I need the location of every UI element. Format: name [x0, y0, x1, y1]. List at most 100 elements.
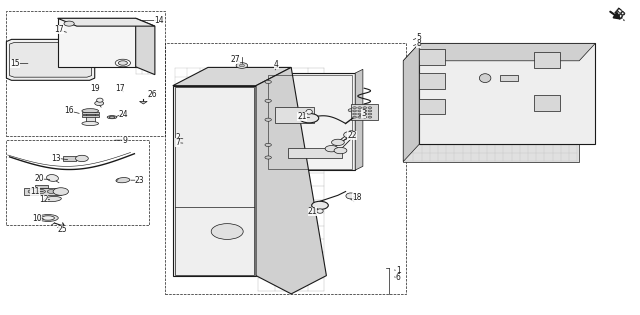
Polygon shape	[500, 75, 518, 81]
Circle shape	[363, 113, 367, 115]
Circle shape	[265, 99, 271, 102]
Polygon shape	[288, 148, 342, 158]
Text: 6: 6	[396, 273, 401, 282]
Polygon shape	[403, 43, 595, 61]
Polygon shape	[419, 73, 445, 89]
Circle shape	[368, 110, 372, 112]
Ellipse shape	[108, 116, 116, 119]
Text: 3: 3	[361, 109, 366, 118]
Circle shape	[47, 190, 55, 193]
Circle shape	[363, 107, 367, 109]
Polygon shape	[173, 67, 291, 86]
Text: 15: 15	[10, 59, 20, 68]
Polygon shape	[534, 95, 560, 111]
Polygon shape	[6, 39, 95, 80]
Ellipse shape	[44, 197, 61, 202]
Text: 2: 2	[175, 134, 180, 142]
Text: 26: 26	[147, 90, 157, 99]
Text: 20: 20	[35, 175, 45, 183]
Text: 13: 13	[51, 154, 61, 163]
Ellipse shape	[38, 215, 58, 221]
Circle shape	[334, 147, 347, 154]
Text: 7: 7	[175, 138, 180, 147]
Text: 18: 18	[353, 193, 362, 202]
Polygon shape	[403, 43, 419, 162]
Circle shape	[368, 107, 372, 109]
Ellipse shape	[116, 178, 130, 183]
Circle shape	[332, 139, 344, 146]
Circle shape	[353, 107, 356, 109]
Circle shape	[28, 190, 36, 193]
Text: 8: 8	[416, 39, 421, 48]
Circle shape	[312, 201, 328, 209]
Polygon shape	[82, 112, 99, 114]
Polygon shape	[275, 107, 314, 123]
Polygon shape	[86, 111, 95, 123]
Polygon shape	[403, 61, 579, 162]
Text: 4: 4	[274, 60, 279, 69]
Circle shape	[358, 113, 362, 115]
Circle shape	[358, 107, 362, 109]
Circle shape	[325, 146, 338, 152]
Circle shape	[348, 109, 355, 112]
Ellipse shape	[346, 193, 356, 199]
Polygon shape	[419, 43, 595, 144]
Text: FR.: FR.	[611, 7, 629, 24]
Polygon shape	[419, 99, 445, 114]
Polygon shape	[264, 73, 355, 170]
Circle shape	[363, 116, 367, 118]
Circle shape	[363, 110, 367, 112]
Polygon shape	[534, 52, 560, 68]
Text: 19: 19	[90, 84, 100, 93]
Circle shape	[353, 110, 356, 112]
Polygon shape	[35, 185, 48, 188]
Text: 11: 11	[31, 187, 40, 196]
Circle shape	[358, 116, 362, 118]
Polygon shape	[173, 86, 256, 276]
Text: 14: 14	[154, 16, 164, 25]
Ellipse shape	[42, 216, 54, 220]
Ellipse shape	[109, 116, 115, 118]
Circle shape	[300, 113, 319, 123]
Polygon shape	[82, 115, 99, 117]
Ellipse shape	[479, 74, 491, 83]
Polygon shape	[256, 67, 326, 294]
Ellipse shape	[97, 98, 103, 102]
Text: 22: 22	[348, 131, 356, 140]
Circle shape	[265, 156, 271, 159]
Polygon shape	[63, 156, 76, 161]
Circle shape	[239, 64, 244, 67]
Circle shape	[64, 21, 74, 26]
Polygon shape	[419, 49, 445, 65]
Circle shape	[211, 224, 243, 239]
Circle shape	[76, 155, 88, 162]
Polygon shape	[136, 18, 155, 75]
Text: 16: 16	[64, 106, 74, 115]
Text: 10: 10	[32, 215, 42, 223]
Text: 25: 25	[58, 225, 68, 233]
Polygon shape	[58, 18, 136, 67]
Ellipse shape	[317, 209, 323, 213]
Circle shape	[353, 113, 356, 115]
Ellipse shape	[344, 132, 354, 138]
Polygon shape	[355, 69, 363, 170]
Polygon shape	[351, 104, 378, 120]
Circle shape	[368, 113, 372, 115]
Text: 1: 1	[396, 266, 401, 275]
Polygon shape	[140, 101, 147, 104]
Circle shape	[353, 116, 356, 118]
Circle shape	[95, 101, 104, 106]
Text: 21: 21	[308, 207, 317, 215]
Text: 17: 17	[54, 26, 64, 34]
Circle shape	[265, 80, 271, 83]
Ellipse shape	[47, 175, 58, 181]
Polygon shape	[58, 18, 155, 26]
Text: 9: 9	[122, 136, 127, 145]
Circle shape	[348, 131, 355, 134]
Text: 23: 23	[134, 176, 145, 185]
Polygon shape	[10, 43, 92, 77]
Circle shape	[368, 116, 372, 118]
Circle shape	[118, 61, 127, 65]
Text: 24: 24	[118, 110, 129, 118]
Ellipse shape	[306, 109, 312, 114]
